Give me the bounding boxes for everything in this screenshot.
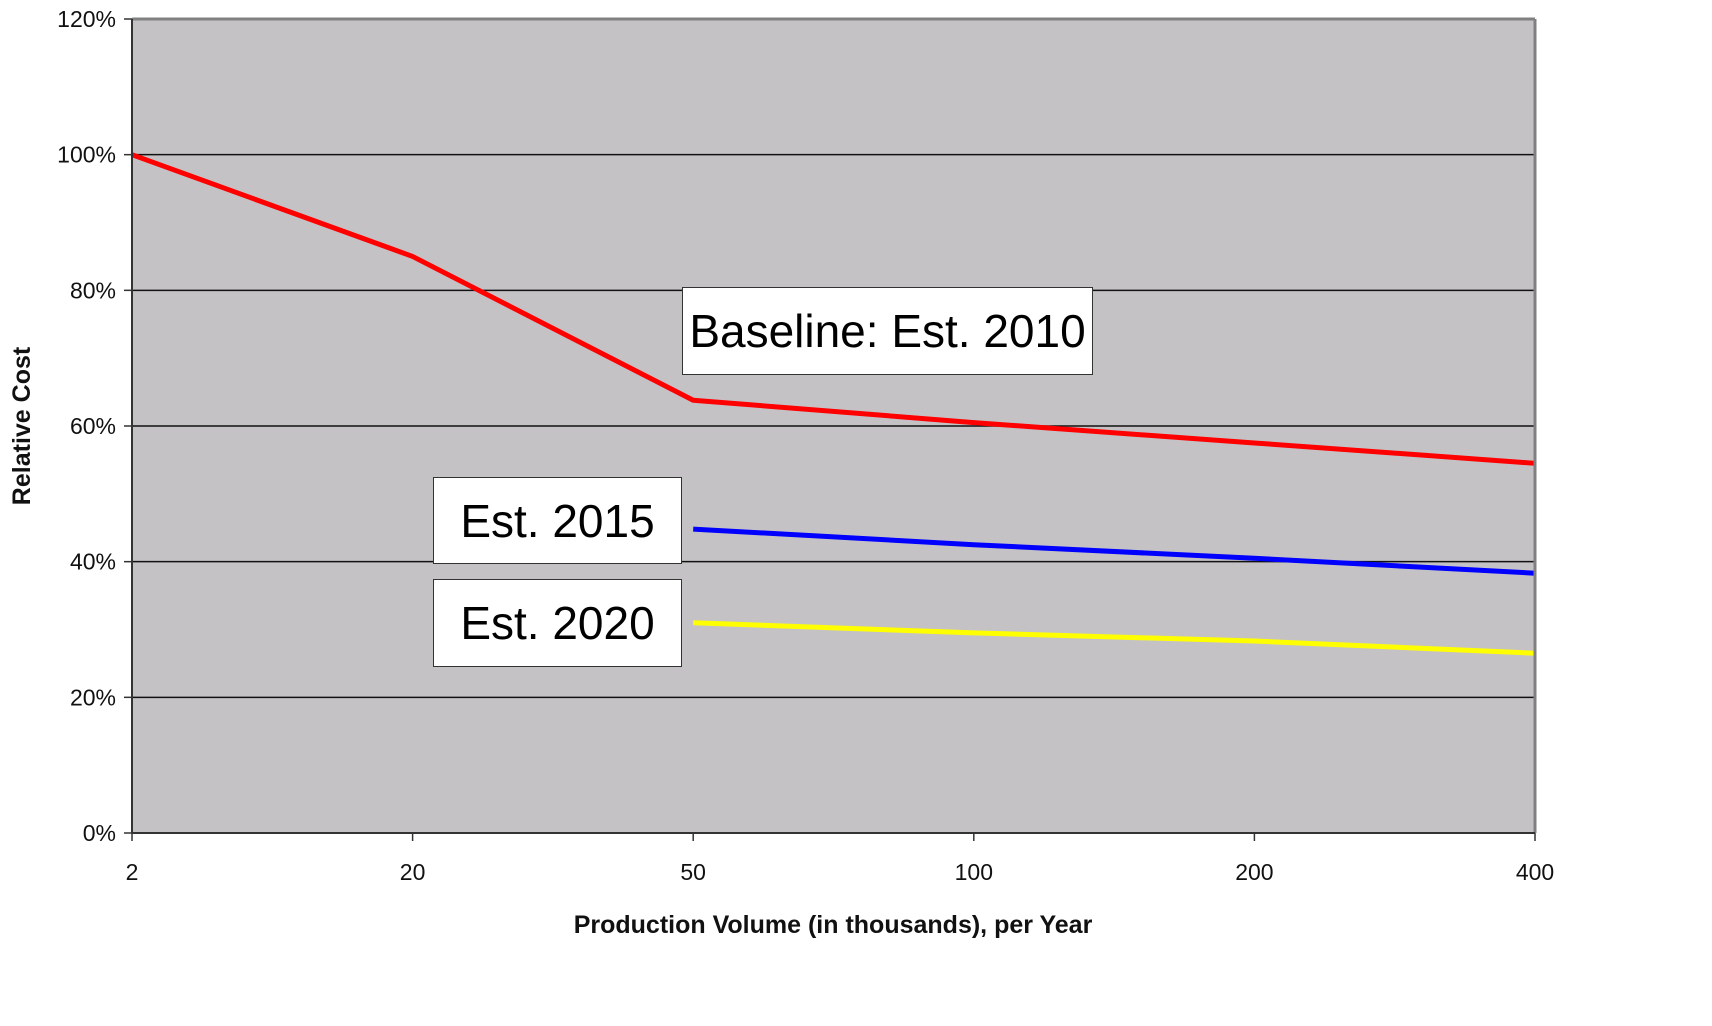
y-tick-label: 80% [70, 277, 116, 303]
x-tick-label: 2 [126, 859, 139, 885]
annotation-est-2015: Est. 2015 [433, 477, 682, 564]
y-tick-label: 0% [83, 820, 116, 846]
series-line-2 [693, 620, 1536, 656]
x-tick-label: 400 [1516, 859, 1554, 885]
annotation-est-2020: Est. 2020 [433, 579, 682, 667]
y-tick-label: 40% [70, 549, 116, 575]
x-tick-label: 100 [955, 859, 993, 885]
annotation-baseline-2010: Baseline: Est. 2010 [682, 287, 1093, 375]
y-tick-label: 60% [70, 413, 116, 439]
series-line-1 [693, 526, 1536, 576]
y-axis-title: Relative Cost [8, 346, 36, 505]
x-tick-label: 50 [680, 859, 706, 885]
x-tick-label: 200 [1235, 859, 1273, 885]
y-tick-label: 120% [57, 6, 116, 32]
y-tick-label: 100% [57, 142, 116, 168]
x-tick-label: 20 [400, 859, 426, 885]
series-line-0 [131, 152, 1536, 466]
y-tick-label: 20% [70, 684, 116, 710]
x-axis-title: Production Volume (in thousands), per Ye… [574, 911, 1093, 939]
